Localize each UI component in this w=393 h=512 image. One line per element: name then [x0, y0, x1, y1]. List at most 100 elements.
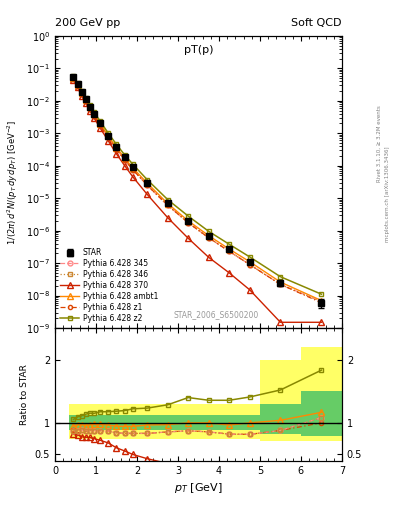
Pythia 6.428 345 — [130, 167, 135, 173]
Pythia 6.428 z2 — [83, 95, 88, 101]
Pythia 6.428 345 — [83, 98, 88, 104]
Bar — [129, 404, 137, 439]
Pythia 6.428 z2 — [114, 141, 119, 147]
Bar — [198, 415, 219, 431]
Pythia 6.428 z2 — [206, 228, 211, 234]
Pythia 6.428 z2 — [98, 118, 103, 124]
Text: pT(p): pT(p) — [184, 45, 213, 55]
Pythia 6.428 z1 — [130, 167, 135, 173]
Pythia 6.428 ambt1 — [75, 82, 80, 88]
Pythia 6.428 z2 — [130, 161, 135, 167]
Pythia 6.428 z2 — [278, 273, 283, 280]
Pythia 6.428 z2 — [186, 213, 191, 219]
Text: mcplots.cern.ch [arXiv:1306.3436]: mcplots.cern.ch [arXiv:1306.3436] — [385, 147, 389, 242]
Pythia 6.428 ambt1 — [79, 90, 84, 96]
Pythia 6.428 346 — [75, 83, 80, 89]
Bar — [239, 404, 260, 439]
Pythia 6.428 346 — [145, 182, 150, 188]
Pythia 6.428 ambt1 — [98, 121, 103, 127]
Pythia 6.428 370 — [186, 235, 191, 241]
Bar — [70, 415, 75, 431]
Bar — [260, 359, 301, 440]
Bar — [301, 391, 342, 436]
Pythia 6.428 345 — [165, 202, 170, 208]
Pythia 6.428 346 — [106, 134, 111, 140]
Pythia 6.428 z1 — [88, 105, 92, 112]
Y-axis label: $1/(2\pi)\,d^2N/(p_T\,dy\,dp_T)$ [GeV$^{-2}$]: $1/(2\pi)\,d^2N/(p_T\,dy\,dp_T)$ [GeV$^{… — [6, 119, 20, 245]
Pythia 6.428 346 — [130, 167, 135, 173]
Pythia 6.428 z2 — [247, 254, 252, 260]
Pythia 6.428 ambt1 — [319, 297, 324, 304]
Line: Pythia 6.428 345: Pythia 6.428 345 — [71, 76, 324, 304]
Pythia 6.428 z2 — [71, 73, 76, 79]
Pythia 6.428 ambt1 — [83, 97, 88, 103]
Pythia 6.428 z2 — [165, 197, 170, 203]
Bar — [104, 415, 112, 431]
Pythia 6.428 346 — [278, 282, 283, 288]
Pythia 6.428 ambt1 — [165, 201, 170, 207]
Pythia 6.428 z1 — [145, 182, 150, 188]
Bar — [178, 415, 198, 431]
Bar — [219, 415, 239, 431]
Bar — [75, 415, 80, 431]
Pythia 6.428 346 — [247, 262, 252, 268]
Line: Pythia 6.428 ambt1: Pythia 6.428 ambt1 — [71, 75, 324, 303]
Pythia 6.428 z2 — [227, 241, 231, 247]
Pythia 6.428 345 — [145, 182, 150, 188]
Pythia 6.428 z2 — [88, 102, 92, 108]
Bar — [104, 404, 112, 439]
Text: STAR_2006_S6500200: STAR_2006_S6500200 — [173, 310, 258, 319]
Pythia 6.428 370 — [227, 270, 231, 276]
Pythia 6.428 370 — [278, 319, 283, 325]
Pythia 6.428 z1 — [278, 282, 283, 288]
Pythia 6.428 z1 — [79, 91, 84, 97]
Pythia 6.428 z1 — [98, 122, 103, 129]
Pythia 6.428 ambt1 — [114, 144, 119, 151]
Bar — [92, 415, 96, 431]
Bar — [121, 415, 129, 431]
Pythia 6.428 370 — [319, 319, 324, 325]
Bar — [112, 404, 121, 439]
Pythia 6.428 345 — [114, 146, 119, 153]
Pythia 6.428 z1 — [186, 220, 191, 226]
Pythia 6.428 z1 — [227, 248, 231, 254]
Pythia 6.428 z1 — [83, 98, 88, 104]
Bar — [158, 404, 178, 439]
Pythia 6.428 z1 — [71, 75, 76, 81]
Pythia 6.428 z2 — [122, 152, 127, 158]
Pythia 6.428 346 — [83, 98, 88, 104]
Pythia 6.428 ambt1 — [130, 165, 135, 171]
Pythia 6.428 370 — [130, 174, 135, 180]
Bar — [158, 415, 178, 431]
Pythia 6.428 345 — [186, 220, 191, 226]
Pythia 6.428 z1 — [106, 134, 111, 140]
Pythia 6.428 ambt1 — [88, 104, 92, 111]
Bar — [96, 415, 104, 431]
Pythia 6.428 346 — [165, 202, 170, 208]
Pythia 6.428 345 — [79, 91, 84, 97]
Pythia 6.428 ambt1 — [227, 246, 231, 252]
Bar — [80, 404, 84, 439]
Line: Pythia 6.428 z1: Pythia 6.428 z1 — [72, 76, 323, 305]
Pythia 6.428 370 — [98, 125, 103, 131]
Bar — [88, 415, 92, 431]
Bar — [219, 404, 239, 439]
Pythia 6.428 ambt1 — [186, 218, 191, 224]
Pythia 6.428 346 — [79, 91, 84, 97]
Pythia 6.428 ambt1 — [247, 259, 252, 265]
X-axis label: $p_T$ [GeV]: $p_T$ [GeV] — [174, 481, 223, 495]
Bar — [137, 404, 158, 439]
Pythia 6.428 346 — [88, 105, 92, 112]
Pythia 6.428 345 — [206, 234, 211, 241]
Pythia 6.428 370 — [71, 76, 76, 82]
Pythia 6.428 345 — [71, 76, 76, 82]
Pythia 6.428 346 — [122, 157, 127, 163]
Pythia 6.428 z1 — [114, 146, 119, 153]
Bar — [88, 404, 92, 439]
Pythia 6.428 346 — [227, 248, 231, 254]
Bar — [96, 404, 104, 439]
Pythia 6.428 z1 — [319, 300, 324, 306]
Pythia 6.428 346 — [92, 113, 96, 119]
Pythia 6.428 370 — [79, 93, 84, 99]
Pythia 6.428 370 — [106, 138, 111, 144]
